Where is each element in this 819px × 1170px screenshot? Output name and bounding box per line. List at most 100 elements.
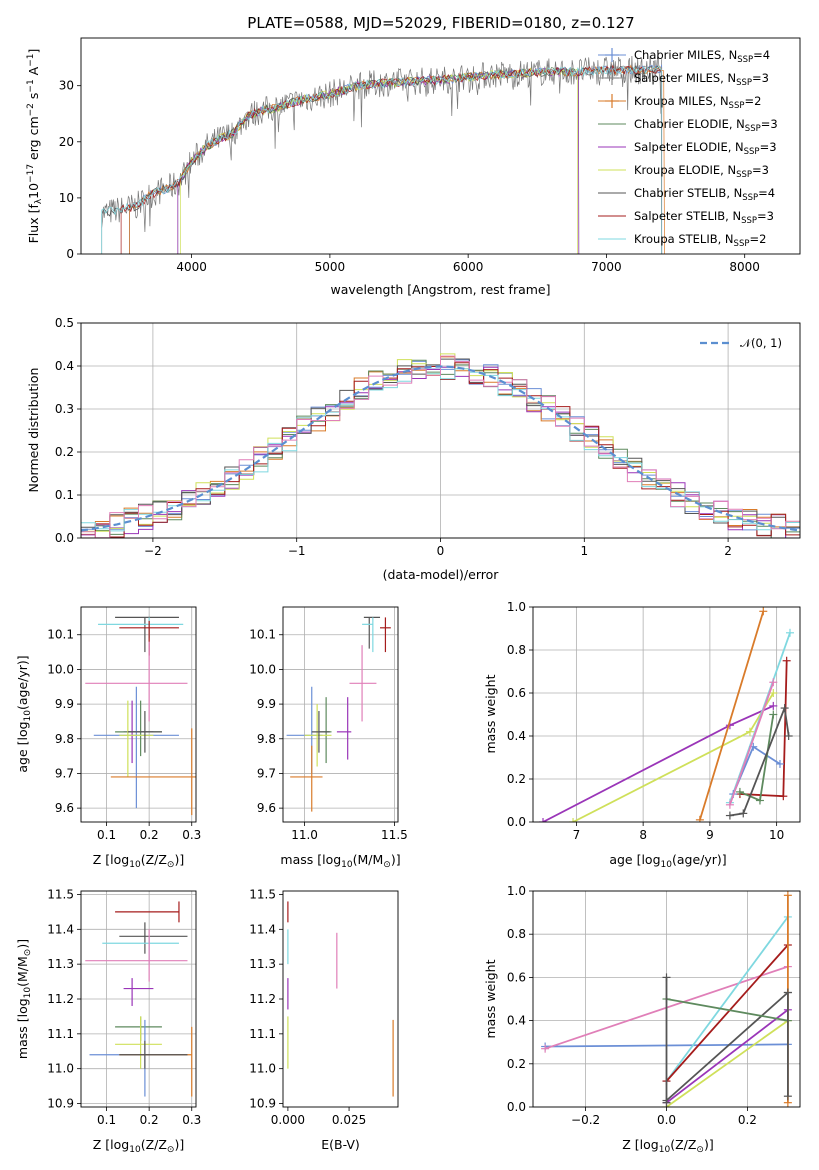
data-point: [85, 641, 188, 722]
legend-sub: SSP: [734, 239, 750, 249]
y-tick-label: 0.2: [507, 1057, 526, 1071]
x-tick-label: 0.2: [738, 1113, 757, 1127]
x-axis-label: (data-model)/error: [383, 567, 500, 582]
x-axis-label: wavelength [Angstrom, rest frame]: [330, 282, 550, 297]
legend-tail: =3: [752, 71, 769, 85]
weight-series: [729, 704, 790, 817]
panel-spectrum: 4000 5000 6000 7000 8000 0 10 20 30 wavelength [A…: [26, 37, 801, 297]
axes-frame: [282, 606, 399, 823]
y-axis-label-part: 10: [26, 183, 41, 199]
axes-frame: [80, 37, 801, 255]
legend-entry: 𝒩(0, 1): [740, 336, 782, 350]
y-tick-label: 0.1: [55, 488, 74, 502]
y-tick-label: 11.2: [47, 992, 74, 1006]
y-axis-label-part: erg cm: [26, 116, 41, 164]
y-tick-label: 0.3: [55, 402, 74, 416]
data-point: [110, 728, 196, 816]
y-tick-label: 0.4: [507, 729, 526, 743]
x-tick-label: 11.5: [381, 828, 408, 842]
y-tick-label: 0.2: [55, 445, 74, 459]
y-axis-label-part: s: [26, 93, 41, 104]
observed-spectrum: [101, 55, 663, 233]
y-axis-label-part: 10: [23, 710, 33, 722]
weight-series: [732, 745, 781, 795]
data-point: [115, 700, 162, 757]
x-axis-label-part: ⊙: [167, 1145, 175, 1155]
y-tick-label: 11.1: [249, 1027, 276, 1041]
data-point: [115, 1016, 162, 1041]
legend-name: Kroupa MILES, N: [634, 94, 729, 108]
plot-area: [286, 616, 391, 812]
plot-area: [85, 901, 193, 1097]
legend-name: Salpeter MILES, N: [634, 71, 736, 85]
x-tick-label: 1: [580, 544, 588, 558]
y-tick-label: 11.5: [249, 887, 276, 901]
y-tick-label: 9.8: [257, 732, 276, 746]
data-point: [89, 1019, 188, 1097]
x-axis-label: age [log10(age/yr)]: [609, 852, 726, 870]
legend-name: Chabrier MILES, N: [634, 48, 737, 62]
y-axis-label-part: age [log: [15, 721, 30, 772]
x-tick-label: 0.2: [140, 828, 159, 842]
model-spectrum: [129, 64, 665, 254]
panel-mass-vs-Z: 0.1 0.2 0.3 10.9 11.0 11.1 11.2 11.3 11.4 11.5 Z […: [15, 887, 201, 1155]
legend-tail: =2: [749, 232, 766, 246]
weight-series: [665, 944, 789, 1082]
x-tick-label: 0.3: [182, 828, 201, 842]
axes-frame: [282, 890, 399, 1108]
figure-title: PLATE=0588, MJD=52029, FIBERID=0180, z=0…: [247, 14, 634, 32]
legend-name: Kroupa STELIB, N: [634, 232, 734, 246]
y-axis-label: mass weight: [483, 674, 498, 753]
x-axis-label-part: 10: [341, 860, 353, 870]
y-axis-label: mass weight: [483, 959, 498, 1038]
legend-tail: =3: [761, 117, 778, 131]
x-tick-label: 7000: [591, 260, 622, 274]
x-axis-label-part: 10: [129, 860, 141, 870]
data-point: [311, 711, 330, 753]
x-tick-label: 0.025: [332, 1113, 366, 1127]
x-tick-label: −2: [144, 544, 162, 558]
weight-series: [666, 998, 789, 1022]
data-point: [290, 745, 323, 812]
plot-area: [101, 55, 665, 254]
weight-series: [665, 1009, 789, 1104]
x-tick-label: 4000: [176, 260, 207, 274]
x-axis-label-part: age [log: [609, 852, 660, 867]
y-tick-label: 10: [59, 191, 74, 205]
axes-frame: [80, 322, 801, 539]
x-axis-label-part: 10: [661, 860, 673, 870]
data-point: [362, 617, 374, 653]
legend-name: Salpeter ELODIE, N: [634, 140, 744, 154]
data-point: [115, 616, 179, 653]
x-tick-label: −0.2: [571, 1113, 600, 1127]
y-tick-label: 9.9: [257, 697, 276, 711]
y-tick-label: 0.8: [507, 643, 526, 657]
plot-area: [81, 353, 800, 538]
weight-series: [542, 705, 774, 822]
x-tick-label: 0: [437, 544, 445, 558]
axes-frame: [80, 890, 197, 1108]
legend-name: Kroupa ELODIE, N: [634, 163, 736, 177]
y-axis-label-part: −2: [26, 103, 36, 116]
y-tick-label: 30: [59, 79, 74, 93]
y-tick-label: 9.8: [55, 732, 74, 746]
legend-sub: SSP: [737, 55, 753, 65]
x-tick-label: 0.1: [97, 828, 116, 842]
x-tick-label: 0.0: [657, 1113, 676, 1127]
y-tick-label: 0.2: [507, 772, 526, 786]
data-point: [102, 936, 179, 965]
x-tick-label: −1: [288, 544, 306, 558]
legend-entry: Chabrier ELODIE, NSSP=3: [634, 117, 778, 134]
y-axis-label-part: A: [26, 66, 41, 79]
model-spectrum: [101, 64, 663, 254]
y-tick-label: 10.0: [47, 662, 74, 676]
data-point: [115, 901, 180, 923]
data-point: [380, 617, 391, 653]
x-tick-label: 8: [639, 828, 647, 842]
model-spectrum: [129, 64, 663, 254]
data-point: [85, 929, 188, 982]
panel-residuals: −2 −1 0 1 2 0.0 0.1 0.2 0.3 0.4 0.5 𝒩(0, 1) (data-mo…: [26, 316, 801, 582]
weight-series: [729, 681, 775, 806]
y-axis-label-part: 10: [23, 987, 33, 999]
